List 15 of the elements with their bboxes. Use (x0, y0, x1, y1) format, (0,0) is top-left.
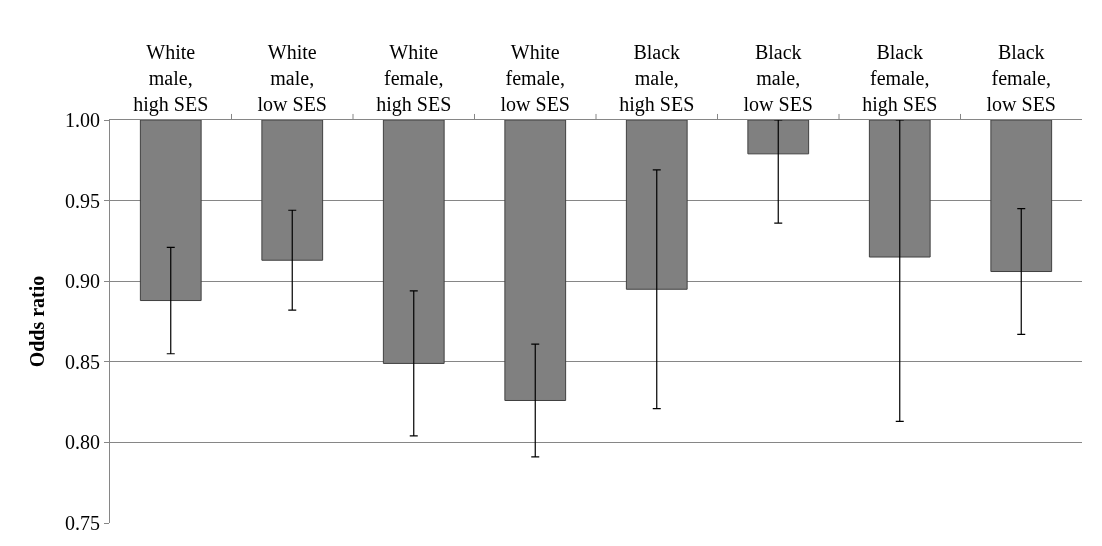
y-tick-label: 1.00 (65, 109, 100, 131)
x-tick-label: Black male, low SES (743, 41, 813, 115)
y-tick-label: 0.85 (65, 350, 100, 373)
x-tick-label: White female, high SES (376, 41, 452, 116)
x-tick-label: Black female, high SES (862, 41, 938, 116)
x-tick-label: Black female, low SES (986, 41, 1056, 115)
y-tick-label: 0.75 (65, 512, 100, 534)
x-tick-label: White male, low SES (257, 41, 327, 115)
y-tick-label: 0.80 (65, 431, 100, 454)
x-tick-label: White male, high SES (133, 41, 209, 116)
x-tick-label: White female, low SES (500, 41, 570, 115)
y-axis-title: Odds ratio (25, 275, 48, 368)
y-tick-label: 0.95 (65, 189, 100, 212)
y-tick-label: 0.90 (65, 270, 100, 293)
x-tick-label: Black male, high SES (619, 41, 695, 116)
